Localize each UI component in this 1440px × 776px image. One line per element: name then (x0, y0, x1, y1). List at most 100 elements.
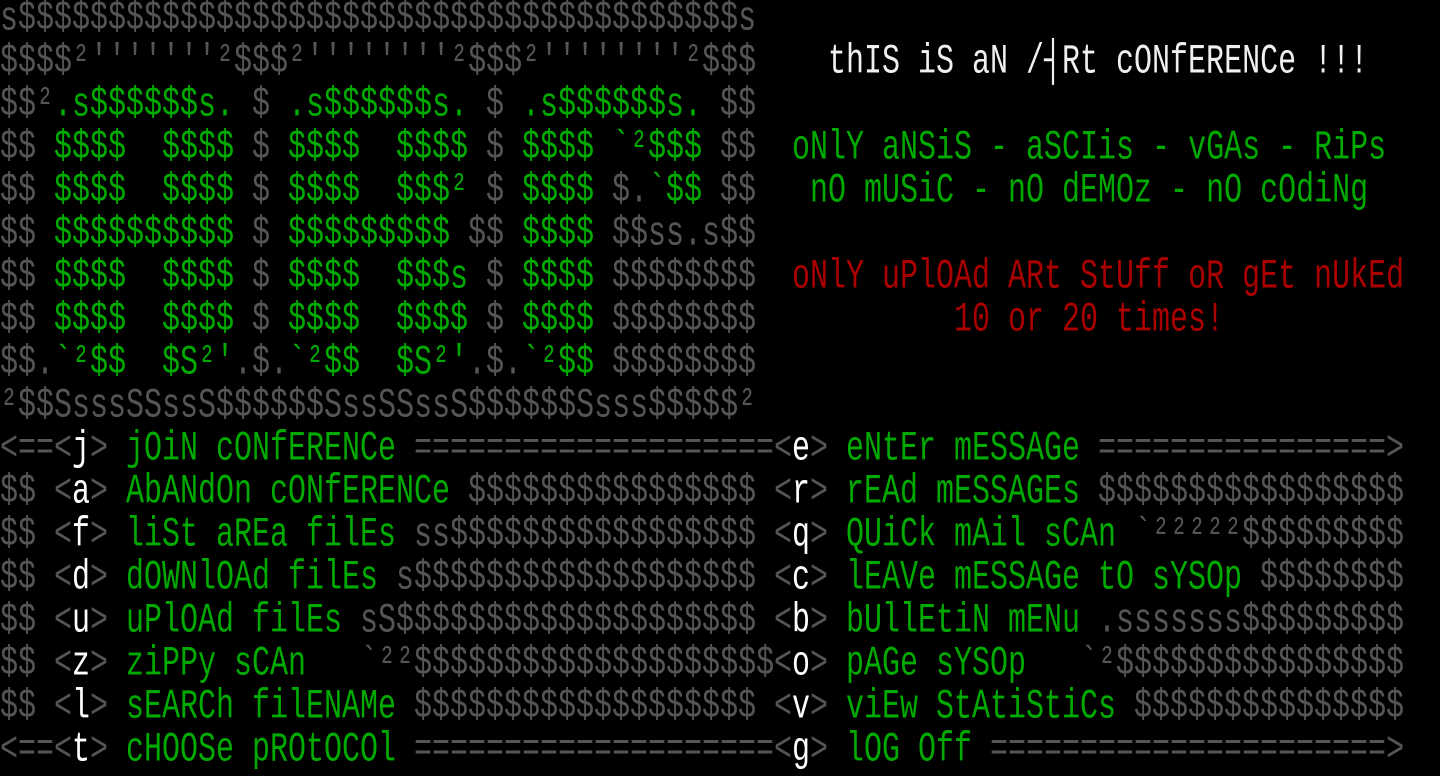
logo-art-segment: $$$$ $$$$ (54, 297, 235, 345)
logo-art-segment: `²$$ $S²' (288, 340, 469, 388)
menu-row: $$ < a > AbANdOn cONfERENCe $$$$$$$$$$$$$$$$… (0, 470, 1440, 517)
menu-item-v[interactable]: viEw StAtiStiCs (846, 684, 1117, 732)
menu-item-r[interactable]: rEAd mESSAGEs (846, 469, 1081, 517)
key-bracket-close: > (810, 727, 829, 775)
menu-filler: $$$$$$$$$$$$$$$$$ (1098, 469, 1405, 517)
menu-key-r[interactable]: r (792, 469, 811, 517)
menu-key-t[interactable]: t (72, 727, 91, 775)
menu-key-u[interactable]: u (72, 598, 91, 646)
logo-art-segment: `²$$ (522, 340, 595, 388)
logo-art-row: ²$$SsssSSssS$$$$$$SssSSssS$$$$$$Ssss$$$$… (0, 384, 1440, 431)
menu-item-a[interactable]: AbANdOn cONfERENCe (126, 469, 451, 517)
logo-art-segment: $$$$ (522, 211, 595, 259)
logo-art-segment: $$ (702, 125, 757, 173)
menu-row: $$ < l > sEARCh filENAMe $$$$$$$$$$$$$$$$$$$… (0, 685, 1440, 732)
menu-row: <== < t > cHOOSe pROtOCOl ===================… (0, 728, 1440, 775)
logo-art-segment: $$$$ $$$$ (54, 254, 235, 302)
nuke-warning: oNlY uPlOAd ARt StUff oR gEt nUkEd (792, 254, 1405, 302)
menu-decoration: $$ (0, 555, 55, 603)
logo-art-segment: ²$$SsssSSssS$$$$$$SssSSssS$$$$$$Ssss$$$$… (0, 383, 757, 431)
key-bracket-close: > (90, 598, 109, 646)
menu-key-f[interactable]: f (72, 512, 91, 560)
key-bracket-close: > (90, 469, 109, 517)
logo-art-segment: $$$$$$$$ (594, 297, 757, 345)
menu-item-t[interactable]: cHOOSe pROtOCOl (126, 727, 397, 775)
menu-item-q[interactable]: QUiCk mAil sCAn (846, 512, 1117, 560)
key-bracket-open: < (774, 555, 793, 603)
key-bracket-close: > (90, 555, 109, 603)
menu-item-d[interactable]: dOWNlOAd filEs (126, 555, 379, 603)
menu-filler: $$$$$$$$$$$$$$$ (1134, 684, 1405, 732)
key-bracket-open: < (54, 684, 73, 732)
menu-key-z[interactable]: z (72, 641, 91, 689)
menu-filler: $$$$$$$$$$$$$$$$$$$ (414, 684, 757, 732)
nuke-warning-count: 10 or 20 times! (954, 297, 1225, 345)
menu-item-f[interactable]: liSt aREa filEs (126, 512, 397, 560)
logo-art-segment: $$ (702, 82, 757, 130)
menu-item-l[interactable]: sEARCh filENAMe (126, 684, 397, 732)
logo-art-row: $$$$²'''''''²$$$²''''''''²$$$²''''''''²$… (0, 40, 1440, 87)
logo-art-row: s$$$$$$$$$$$$$$$$$$$$$$$$$$$$$$$$$$$$$$$… (0, 0, 1440, 43)
key-bracket-open: < (774, 512, 793, 560)
logo-art-segment: $. (612, 168, 649, 216)
logo-art-row: $$ $$$$ $$$$ $ $$$$ $$$$ $ $$$$ `²$$$ $$ (0, 126, 1440, 173)
logo-art-segment: $$ (0, 297, 55, 345)
menu-key-q[interactable]: q (792, 512, 811, 560)
nuke-warning-count-row: 10 or 20 times! (0, 298, 1440, 345)
menu-decoration: $$ (0, 684, 55, 732)
logo-art-row: $$ $$$$ $$$$ $ $$$$ $$$s $ $$$$ $$$$$$$$ (0, 255, 1440, 302)
logo-art-segment: $$$$ $$$$ (288, 297, 469, 345)
menu-key-o[interactable]: o (792, 641, 811, 689)
menu-key-c[interactable]: c (792, 555, 811, 603)
menu-filler: `²²²²²$$$$$$$$$ (1134, 512, 1405, 560)
menu-filler: `²$$$$$$$$$$$$$$$$ (1044, 641, 1405, 689)
logo-art-segment: $$$$ (522, 168, 613, 216)
menu-key-j[interactable]: j (72, 426, 91, 474)
menu-item-g[interactable]: lOG Off (846, 727, 973, 775)
menu-key-a[interactable]: a (72, 469, 91, 517)
menu-item-b[interactable]: bUllEtiN mENu (846, 598, 1081, 646)
menu-item-u[interactable]: uPlOAd filEs (126, 598, 343, 646)
key-bracket-open: < (54, 426, 73, 474)
menu-item-e[interactable]: eNtEr mESSAGe (846, 426, 1081, 474)
menu-filler: ======================> (990, 727, 1405, 775)
menu-key-e[interactable]: e (792, 426, 811, 474)
key-bracket-open: < (774, 727, 793, 775)
key-bracket-close: > (90, 727, 109, 775)
logo-art-segment: $$ (0, 168, 55, 216)
logo-art-segment: $$$$$$$$ (594, 340, 757, 388)
menu-key-g[interactable]: g (792, 727, 811, 775)
menu-item-j[interactable]: jOiN cONfERENCe (126, 426, 397, 474)
menu-filler: ================> (1098, 426, 1405, 474)
logo-art-segment: $$ (0, 211, 55, 259)
key-bracket-open: < (54, 512, 73, 560)
key-bracket-open: < (774, 426, 793, 474)
menu-key-v[interactable]: v (792, 684, 811, 732)
logo-art-segment: $$ss.s$$ (594, 211, 757, 259)
logo-art-segment: `²$$ $S²' (54, 340, 235, 388)
forbidden-content-rule: nO mUSiC - nO dEMOz - nO cOdiNg (810, 168, 1369, 216)
menu-key-b[interactable]: b (792, 598, 811, 646)
menu-decoration: $$ (0, 469, 55, 517)
menu-row: <== < j > jOiN cONfERENCe ===================… (0, 427, 1440, 474)
menu-decoration: <== (0, 727, 55, 775)
menu-decoration: $$ (0, 598, 55, 646)
menu-item-o[interactable]: pAGe sYSOp (846, 641, 1027, 689)
key-bracket-open: < (774, 641, 793, 689)
menu-decoration: <== (0, 426, 55, 474)
menu-decoration: $$ (0, 512, 55, 560)
menu-item-z[interactable]: ziPPy sCAn (126, 641, 307, 689)
menu-item-c[interactable]: lEAVe mESSAGe tO sYSOp (846, 555, 1243, 603)
logo-art-segment: .s$$$$$$s. (522, 82, 703, 130)
menu-key-d[interactable]: d (72, 555, 91, 603)
logo-art-segment: $ (468, 168, 523, 216)
key-bracket-close: > (810, 684, 829, 732)
key-bracket-close: > (90, 684, 109, 732)
key-bracket-open: < (54, 555, 73, 603)
logo-art-segment: $ (234, 297, 289, 345)
logo-art-segment: $$ (0, 254, 55, 302)
logo-art-segment: $$$$²'''''''²$$$²''''''''²$$$²''''''''²$… (0, 39, 757, 87)
menu-key-l[interactable]: l (72, 684, 91, 732)
logo-art-segment: $ (468, 125, 523, 173)
menu-filler: `²²$$$$$$$$$$$$$$$$$$$$ (324, 641, 775, 689)
